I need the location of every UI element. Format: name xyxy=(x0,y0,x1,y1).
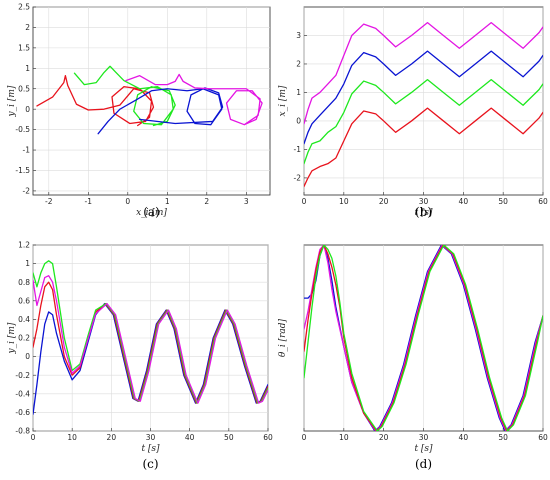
y-tick-label: -1.5 xyxy=(15,166,30,175)
x-tick-label: 20 xyxy=(379,433,389,442)
y-tick-label: 1.2 xyxy=(18,241,30,250)
x-tick-label: 30 xyxy=(146,433,156,442)
x-tick-label: 60 xyxy=(263,433,273,442)
x-tick-label: 10 xyxy=(67,433,77,442)
y-tick-label: 2 xyxy=(296,60,301,69)
x-tick-label: 0 xyxy=(125,197,130,206)
y-tick-label: 0.8 xyxy=(18,278,30,287)
series-line-2 xyxy=(33,281,268,404)
y-tick-label: -2 xyxy=(294,174,302,183)
x-tick-label: 60 xyxy=(538,433,548,442)
x-tick-label: 40 xyxy=(185,433,195,442)
panel-b: 0 10 20 30 40 50 60 -2 -1 0 1 2 3 t [s] x_i [m] (b) xyxy=(278,6,548,219)
series-line-3 xyxy=(304,78,543,165)
y-tick-label: 0 xyxy=(25,105,30,114)
y-axis-label: x_i [m] xyxy=(278,85,288,116)
x-tick-label: 50 xyxy=(224,433,234,442)
x-tick-label: 10 xyxy=(339,197,349,206)
series-line-3 xyxy=(33,260,268,404)
y-tick-label: 1.5 xyxy=(18,43,30,52)
x-tick-label: -2 xyxy=(45,197,53,206)
series-line-4 xyxy=(125,73,263,126)
y-tick-label: -1 xyxy=(23,146,31,155)
panel-letter: (d) xyxy=(415,457,432,471)
series-line-4 xyxy=(304,245,543,431)
x-tick-label: 2 xyxy=(204,197,209,206)
series-group xyxy=(33,260,268,415)
x-tick-label: 20 xyxy=(379,197,389,206)
y-axis-label: θ_i [rad] xyxy=(278,318,288,357)
series-line-1 xyxy=(33,302,268,415)
y-tick-label: -0.8 xyxy=(15,427,30,436)
panel-letter: (b) xyxy=(415,205,432,219)
y-tick-label: 0.4 xyxy=(18,315,30,324)
series-line-4 xyxy=(304,107,543,188)
x-tick-label: 40 xyxy=(459,433,469,442)
series-line-4 xyxy=(33,275,268,404)
panel-c: 0 10 20 30 40 50 60 -0.8 -0.6 -0.4 -0.2 0 0.2 0.4 0.6 0… xyxy=(7,241,273,471)
y-tick-label: 2 xyxy=(25,23,30,32)
y-tick-label: -0.4 xyxy=(15,389,30,398)
x-tick-label: 50 xyxy=(498,197,508,206)
series-group xyxy=(36,65,263,135)
x-tick-label: 0 xyxy=(302,433,307,442)
y-tick-label: -0.5 xyxy=(15,125,30,134)
y-tick-label: -0.6 xyxy=(15,408,30,417)
x-tick-label: 30 xyxy=(419,197,429,206)
x-tick-label: 60 xyxy=(538,197,548,206)
y-tick-label: 0 xyxy=(25,352,30,361)
x-tick-label: 40 xyxy=(459,197,469,206)
y-tick-label: 0.2 xyxy=(18,334,30,343)
y-axis-label: y_i [m] xyxy=(7,322,17,354)
y-tick-label: 0.6 xyxy=(18,296,30,305)
x-axis-label: x_i [m] xyxy=(136,208,167,218)
y-tick-label: -2 xyxy=(23,187,31,196)
y-tick-label: 1 xyxy=(25,259,30,268)
series-line-1 xyxy=(304,22,543,125)
x-tick-label: 30 xyxy=(419,433,429,442)
x-axis-label: t [s] xyxy=(414,444,433,454)
y-tick-label: 0 xyxy=(296,117,301,126)
y-tick-label: 1 xyxy=(25,64,30,73)
x-axis-label: t [s] xyxy=(414,208,433,218)
series-line-3 xyxy=(97,87,224,135)
series-line-2 xyxy=(73,65,176,127)
x-axis-label: t [s] xyxy=(141,444,160,454)
panel-d: 0 10 20 30 40 50 60 t [s] θ_i [rad] (d) xyxy=(278,244,548,471)
series-line-2 xyxy=(304,50,543,145)
series-line-1 xyxy=(36,75,155,127)
x-tick-label: 3 xyxy=(244,197,249,206)
x-tick-label: 20 xyxy=(107,433,117,442)
y-tick-label: 2.5 xyxy=(18,3,30,12)
x-tick-label: 50 xyxy=(498,433,508,442)
x-tick-label: 0 xyxy=(302,197,307,206)
panel-a: -2 -1 0 1 2 3 -2 -1.5 -1 -0.5 0 0.5 1 1.5 2 2.5 x_i [m] y… xyxy=(7,3,271,219)
x-tick-label: 0 xyxy=(31,433,36,442)
y-tick-label: 0.5 xyxy=(18,84,30,93)
y-axis-label: y_i [m] xyxy=(7,85,17,117)
y-tick-label: 1 xyxy=(296,88,301,97)
y-tick-label: 3 xyxy=(296,31,301,40)
y-tick-label: -1 xyxy=(294,145,302,154)
panel-letter: (a) xyxy=(143,205,160,219)
series-group xyxy=(304,22,543,188)
x-tick-label: 10 xyxy=(339,433,349,442)
x-tick-label: 1 xyxy=(165,197,170,206)
x-tick-label: -1 xyxy=(85,197,93,206)
series-group xyxy=(304,245,543,431)
panel-letter: (c) xyxy=(142,457,158,471)
y-tick-label: -0.2 xyxy=(15,371,30,380)
